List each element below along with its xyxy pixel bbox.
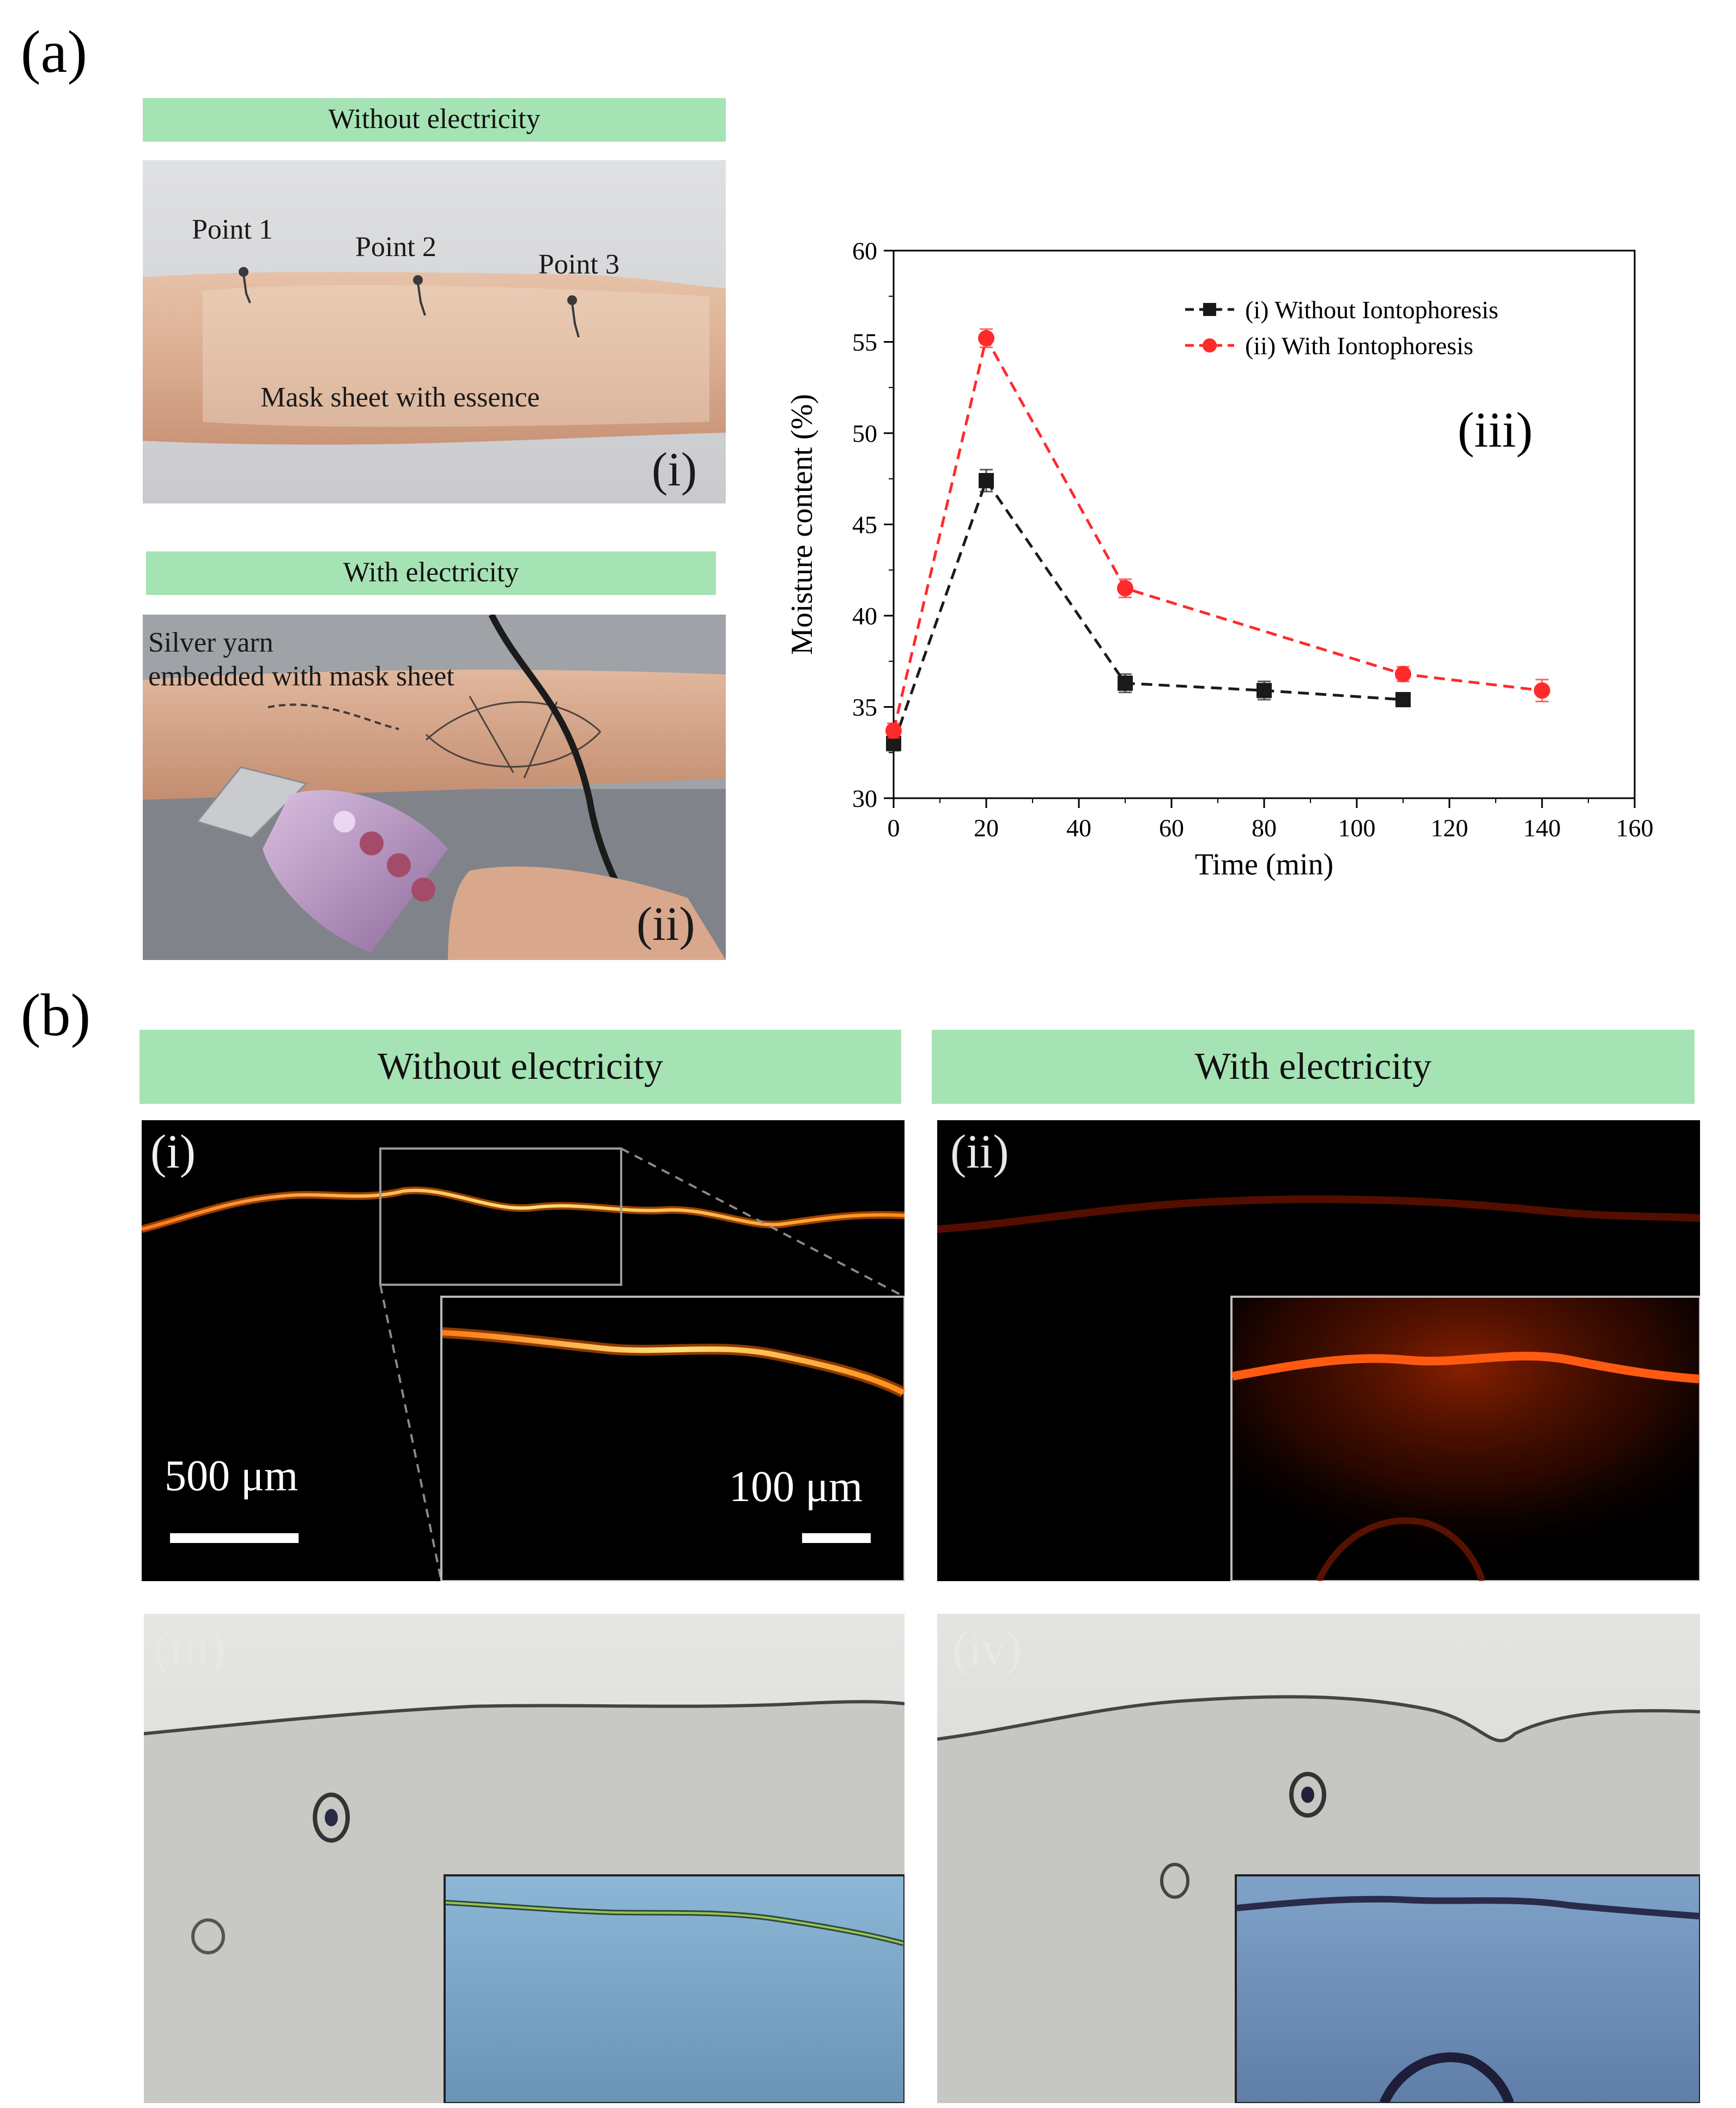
- x-tick-label: 60: [1159, 814, 1184, 842]
- x-tick-label: 80: [1252, 814, 1277, 842]
- histology-without-electricity: [144, 1614, 905, 2103]
- panel-a-iii-tag: (iii): [1458, 402, 1533, 458]
- banner-with-electricity-a: With electricity: [146, 551, 716, 595]
- x-tick-label: 100: [1338, 814, 1376, 842]
- panel-b-i-tag: (i): [150, 1126, 196, 1178]
- fluorescence-with-electricity: [937, 1120, 1700, 1581]
- series-line: [892, 334, 1543, 731]
- y-tick-label: 55: [852, 329, 877, 356]
- data-point: [885, 722, 902, 739]
- data-point: [1257, 683, 1272, 698]
- histology-iii-illustration: [144, 1614, 905, 2103]
- y-tick-label: 60: [852, 237, 877, 265]
- device-photo-illustration: [143, 615, 726, 960]
- x-tick-label: 160: [1616, 814, 1654, 842]
- scale-label-100um: 100 μm: [729, 1463, 863, 1511]
- y-tick-label: 40: [852, 602, 877, 630]
- chart-y-axis-label: Moisture content (%): [785, 394, 819, 655]
- section-b-label: (b): [21, 982, 91, 1048]
- y-tick-label: 35: [852, 694, 877, 721]
- section-a-label: (a): [21, 19, 88, 85]
- x-tick-label: 0: [888, 814, 900, 842]
- panel-a-i-tag: (i): [652, 444, 697, 496]
- data-point: [979, 473, 994, 489]
- data-point: [1395, 692, 1411, 708]
- histology-iv-illustration: [937, 1614, 1700, 2103]
- photo-arm-mask-sheet: [143, 160, 726, 503]
- legend-marker: [1203, 338, 1217, 353]
- legend-marker: [1203, 303, 1216, 316]
- data-point: [978, 330, 994, 347]
- banner-with-electricity-b: With electricity: [932, 1030, 1695, 1104]
- arm-photo-illustration: [143, 160, 726, 503]
- moisture-content-chart: 0 20 40 60 80 100 120 140 160 30 35 40 45 50 55 60 (i) …: [785, 237, 1654, 882]
- fluorescence-ii-illustration: [937, 1195, 1700, 1581]
- chart-legend: (i) Without Iontophoresis (ii) With Ionto…: [1185, 296, 1498, 360]
- photo-iontophoresis-device: [143, 615, 726, 960]
- point-1-label: Point 1: [192, 214, 273, 245]
- histology-with-electricity: [937, 1614, 1700, 2103]
- point-2-label: Point 2: [355, 232, 436, 263]
- data-point: [1117, 580, 1133, 597]
- mask-sheet-caption: Mask sheet with essence: [260, 382, 540, 413]
- banner-without-electricity-b: Without electricity: [139, 1030, 901, 1104]
- fluorescence-without-electricity: [142, 1120, 905, 1581]
- panel-b-iii-tag: (iii): [154, 1623, 226, 1675]
- legend-label: (i) Without Iontophoresis: [1245, 296, 1498, 324]
- series-line: [892, 477, 1404, 744]
- y-tick-label: 30: [852, 785, 877, 812]
- silver-yarn-caption-line-1: Silver yarn: [148, 627, 274, 658]
- silver-yarn-caption-line-2: embedded with mask sheet: [148, 661, 454, 692]
- series-without-iontophoresis: [886, 469, 1411, 752]
- data-point: [1118, 675, 1133, 691]
- banner-without-electricity-a: Without electricity: [143, 98, 726, 142]
- chart-axes: 0 20 40 60 80 100 120 140 160 30 35 40 45 50 55 60: [852, 237, 1654, 842]
- panel-b-iv-tag: (iv): [952, 1623, 1022, 1675]
- x-tick-label: 20: [974, 814, 999, 842]
- scale-bar-100um: [802, 1533, 871, 1543]
- panel-b-ii-tag: (ii): [950, 1126, 1009, 1178]
- point-3-label: Point 3: [538, 249, 620, 280]
- series-with-iontophoresis: [885, 328, 1550, 739]
- x-tick-label: 120: [1431, 814, 1468, 842]
- data-point: [1395, 666, 1411, 683]
- x-tick-label: 140: [1523, 814, 1561, 842]
- x-tick-label: 40: [1066, 814, 1091, 842]
- scale-bar-500um: [170, 1533, 299, 1543]
- y-tick-label: 45: [852, 511, 877, 539]
- legend-label: (ii) With Iontophoresis: [1245, 332, 1473, 360]
- data-point: [1534, 682, 1550, 699]
- fluorescence-i-illustration: [142, 1147, 905, 1581]
- chart-x-axis-label: Time (min): [1195, 848, 1334, 882]
- scale-label-500um: 500 μm: [165, 1452, 299, 1500]
- y-tick-label: 50: [852, 420, 877, 447]
- panel-a-ii-tag: (ii): [636, 898, 695, 951]
